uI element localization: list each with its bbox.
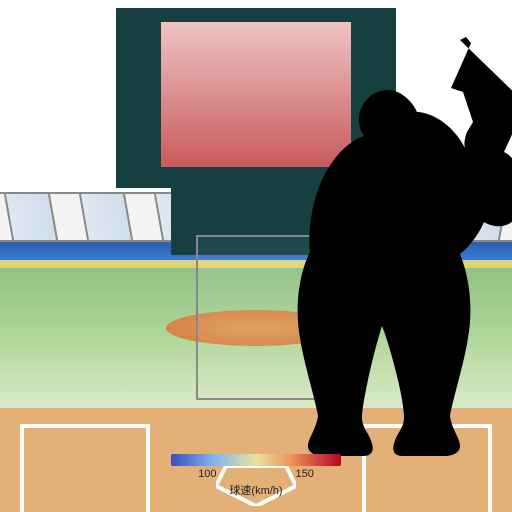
batter-silhouette <box>292 35 512 505</box>
speed-legend-label: 球速(km/h) <box>171 482 341 498</box>
speed-legend-ticks: 100 150 <box>171 468 341 480</box>
stand-panel <box>79 194 133 240</box>
baseball-pitch-scene: 100 150 球速(km/h) <box>0 0 512 512</box>
speed-legend: 100 150 球速(km/h) <box>171 454 341 498</box>
stand-panel <box>4 194 58 240</box>
legend-tick-max: 150 <box>295 468 313 480</box>
legend-tick-min: 100 <box>198 468 216 480</box>
speed-legend-gradient <box>171 454 341 466</box>
